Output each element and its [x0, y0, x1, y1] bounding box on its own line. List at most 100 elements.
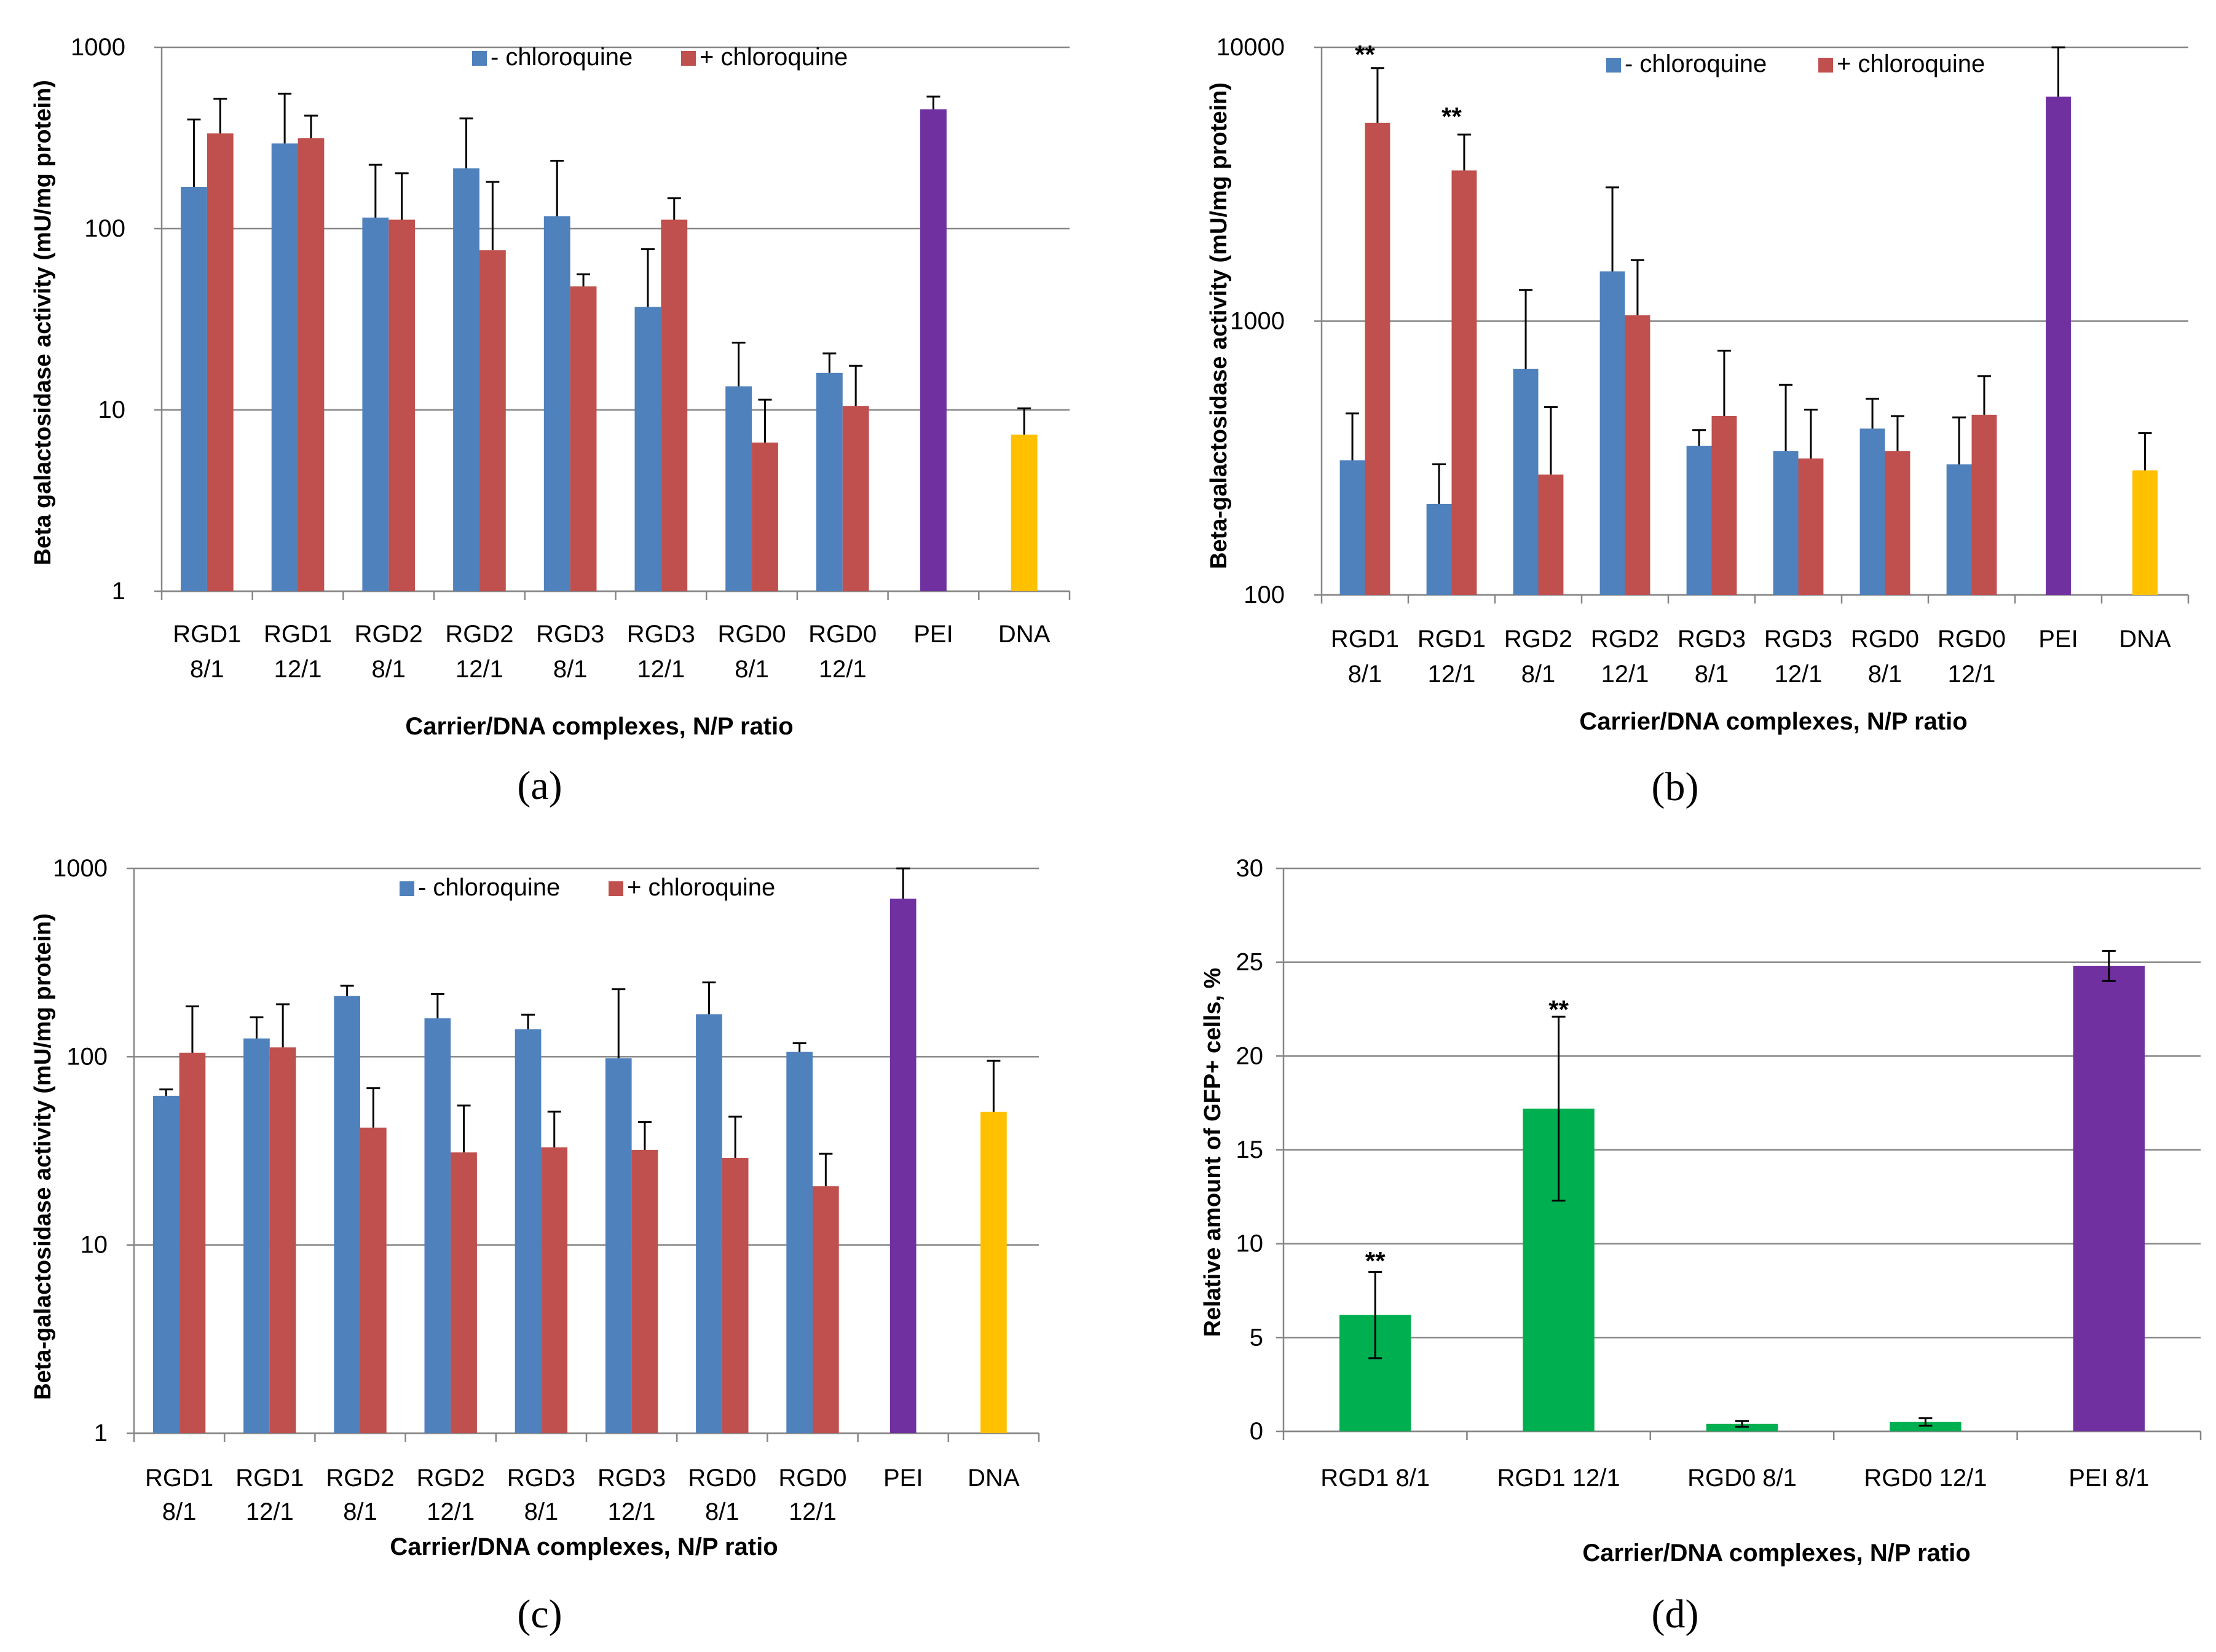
bar-plus-chloroquine: [752, 442, 778, 591]
category-sublabel: 12/1: [789, 1498, 837, 1525]
y-tick-label: 100: [1244, 581, 1285, 608]
category-sublabel: 12/1: [819, 656, 867, 683]
category-label: RGD0: [808, 621, 877, 648]
category-label: RGD2: [417, 1465, 485, 1492]
category-sublabel: 12/1: [455, 656, 503, 683]
category-label: RGD2: [355, 621, 423, 648]
category-sublabel: 8/1: [162, 1498, 197, 1525]
bar-plus-chloroquine: [1625, 315, 1650, 595]
chart-panel-d: 0 5 10 15 20 25 30 RGD1 8/1 RGD1 12/1 RGD0 8/1 RGD…: [1200, 855, 2202, 1637]
legend-label: - chloroquine: [418, 874, 560, 901]
y-tick-label: 10000: [1216, 34, 1285, 61]
bar-plus-chloroquine: [298, 138, 325, 591]
category-sublabel: 8/1: [1521, 661, 1556, 688]
y-axis-title: Beta-galactosidase activity (mU/mg prote…: [30, 913, 56, 1400]
category-label: RGD2: [1591, 626, 1659, 653]
y-tick-label: 1000: [53, 855, 108, 882]
bar-dna: [2132, 470, 2158, 595]
category-sublabel: 8/1: [1348, 661, 1382, 688]
legend-label: - chloroquine: [491, 44, 633, 71]
category-sublabel: 8/1: [343, 1498, 377, 1525]
category-label: RGD1 8/1: [1320, 1465, 1430, 1492]
bar-plus-chloroquine: [388, 219, 416, 591]
y-tick-label: 30: [1236, 855, 1264, 882]
significance-marker: **: [1441, 102, 1462, 131]
y-tick-label: 1000: [1230, 308, 1285, 335]
chart-panel-a: 1 10 100 1000 RGD1 8/1 RGD1 12/1 RGD2 8/1 RGD2 12/1…: [30, 34, 1071, 808]
bar-plus-chloroquine: [360, 1127, 387, 1433]
bar-plus-chloroquine: [1971, 414, 1997, 595]
category-label: RGD1: [145, 1465, 213, 1492]
bar-minus-chloroquine: [1599, 271, 1625, 596]
bar-minus-chloroquine: [362, 218, 389, 592]
bar-gfp: [2073, 966, 2145, 1431]
legend-swatch-minus: [400, 881, 414, 896]
category-sublabel: 8/1: [1695, 661, 1729, 688]
y-axis-title: Beta-galactosidase activity (mU/mg prote…: [1206, 82, 1232, 569]
category-label: RGD2: [445, 621, 513, 648]
y-tick-label: 1: [112, 578, 125, 605]
y-tick-label: 5: [1250, 1324, 1263, 1351]
bar-plus-chloroquine: [1885, 451, 1910, 595]
category-label: RGD1 12/1: [1497, 1465, 1620, 1492]
category-sublabel: 8/1: [190, 656, 224, 683]
bar-gfp: [1706, 1423, 1778, 1431]
category-sublabel: 12/1: [1428, 661, 1476, 688]
category-label: RGD1: [1331, 626, 1399, 653]
bar-plus-chloroquine: [541, 1147, 568, 1433]
category-label: RGD0: [778, 1465, 846, 1492]
bar-minus-chloroquine: [696, 1014, 722, 1433]
y-axis-title: Relative amount of GFP+ cells, %: [1200, 968, 1226, 1337]
category-label: RGD2: [1504, 626, 1572, 653]
bar-minus-chloroquine: [605, 1058, 632, 1433]
bar-dna: [1011, 435, 1038, 591]
bar-plus-chloroquine: [1365, 122, 1390, 596]
bar-minus-chloroquine: [816, 372, 843, 591]
category-sublabel: 8/1: [705, 1498, 739, 1525]
y-tick-label: 1000: [71, 34, 125, 61]
category-sublabel: 8/1: [735, 656, 769, 683]
category-label: RGD0 8/1: [1687, 1465, 1797, 1492]
chart-panel-c: 1 10 100 1000 RGD1 8/1 RGD1 12/1 RGD2 8/1 RGD2 12/1…: [30, 855, 1040, 1637]
category-label: RGD2: [326, 1465, 394, 1492]
category-label: PEI: [883, 1465, 923, 1492]
bar-minus-chloroquine: [334, 996, 360, 1433]
y-tick-label: 100: [84, 215, 125, 242]
legend-swatch-plus: [1818, 58, 1833, 73]
y-axis-title: Beta galactosidase activity (mU/mg prote…: [30, 80, 56, 565]
category-label: RGD1: [235, 1465, 304, 1492]
y-tick-label: 20: [1236, 1042, 1264, 1069]
bar-plus-chloroquine: [451, 1152, 477, 1433]
category-label: RGD1: [264, 621, 332, 648]
category-sublabel: 12/1: [427, 1498, 475, 1525]
bar-minus-chloroquine: [786, 1052, 813, 1433]
bar-gfp: [1890, 1422, 1962, 1431]
panel-caption: (b): [1652, 765, 1699, 809]
panel-caption: (d): [1652, 1592, 1699, 1637]
bar-minus-chloroquine: [1426, 503, 1452, 595]
bar-plus-chloroquine: [1451, 170, 1477, 595]
category-label: PEI 8/1: [2068, 1465, 2149, 1492]
panel-caption: (c): [517, 1592, 562, 1637]
y-tick-label: 15: [1236, 1136, 1264, 1163]
bar-minus-chloroquine: [725, 386, 752, 591]
panel-caption: (a): [517, 763, 562, 808]
legend-label: + chloroquine: [627, 874, 775, 901]
bar-plus-chloroquine: [813, 1186, 839, 1433]
category-sublabel: 12/1: [1601, 661, 1649, 688]
category-label: RGD3: [597, 1465, 666, 1492]
category-label: RGD0: [1938, 626, 2006, 653]
x-axis-title: Carrier/DNA complexes, N/P ratio: [1579, 708, 1967, 735]
bar-plus-chloroquine: [1711, 415, 1737, 595]
category-label: DNA: [968, 1465, 1020, 1492]
category-sublabel: 12/1: [274, 656, 322, 683]
y-tick-label: 0: [1250, 1418, 1263, 1445]
bar-minus-chloroquine: [453, 168, 479, 591]
bar-plus-chloroquine: [179, 1052, 206, 1433]
y-tick-label: 10: [98, 396, 126, 423]
category-label: DNA: [2119, 626, 2171, 653]
bar-minus-chloroquine: [181, 187, 207, 591]
bar-pei: [889, 899, 917, 1433]
bar-plus-chloroquine: [842, 406, 869, 591]
bar-plus-chloroquine: [479, 250, 506, 591]
